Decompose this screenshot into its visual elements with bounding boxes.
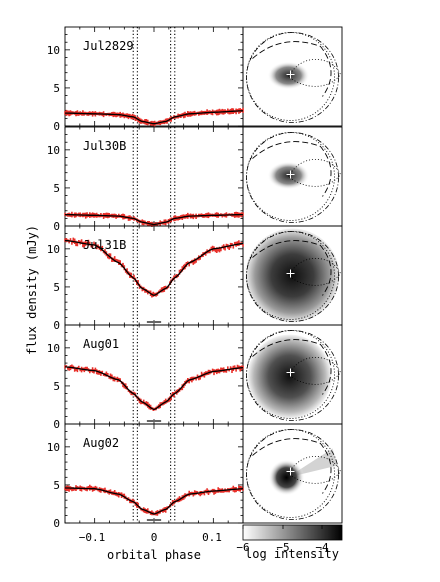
contour-dashed bbox=[252, 438, 332, 494]
x-axis-label: orbital phase bbox=[107, 548, 201, 562]
x-tick-label-2: 0 bbox=[151, 531, 158, 544]
stream-outline bbox=[288, 258, 341, 286]
panel-Aug01: 0 5 10 Aug01 bbox=[47, 324, 343, 431]
map-frame bbox=[242, 423, 343, 524]
model-curve-Jul2829 bbox=[65, 110, 243, 125]
panel-label: Jul31B bbox=[83, 238, 126, 252]
white-dwarf-marker bbox=[286, 170, 295, 179]
x-tick-label-1: −0.1 bbox=[79, 531, 106, 544]
model-curve-Aug02 bbox=[65, 487, 244, 515]
y-tick-label: 10 bbox=[47, 441, 60, 454]
panel-label: Aug01 bbox=[83, 337, 119, 351]
y-tick-label: 5 bbox=[53, 82, 60, 95]
y-tick-label: 0 bbox=[53, 418, 60, 431]
contour-dashed bbox=[252, 41, 332, 97]
colorbar-label: log intensity bbox=[245, 547, 339, 561]
data-points-Aug02 bbox=[64, 484, 244, 516]
disc-map-Jul30B bbox=[246, 132, 341, 223]
white-dwarf-marker bbox=[286, 269, 295, 278]
emission-blob bbox=[267, 161, 310, 190]
disc-map-Aug02 bbox=[246, 429, 341, 520]
contour-dashed bbox=[252, 339, 332, 395]
panel-Jul2829: 0 5 10 Jul2829 bbox=[47, 26, 343, 133]
y-tick-label: 0 bbox=[53, 120, 60, 133]
model-curve-Jul31B bbox=[65, 239, 244, 296]
stream-outline bbox=[288, 159, 341, 187]
colorbar-tick-1: −6 bbox=[236, 541, 249, 554]
contour-dashdot bbox=[246, 231, 339, 322]
disc-map-Jul31B bbox=[245, 228, 341, 323]
y-tick-label: 10 bbox=[47, 342, 60, 355]
contour-dashdot bbox=[246, 429, 339, 520]
emission-blob bbox=[245, 228, 340, 323]
colorbar-scale bbox=[242, 524, 343, 541]
colorbar: −6 −5 −4 log intensity bbox=[236, 524, 343, 561]
contour-dashdot bbox=[246, 132, 339, 223]
x-tick-label-3: 0.1 bbox=[202, 531, 222, 544]
y-tick-label: 5 bbox=[53, 380, 60, 393]
panel-label: Jul30B bbox=[83, 139, 126, 153]
emission-blob bbox=[267, 61, 310, 90]
emission-blob bbox=[247, 334, 332, 419]
stream-outline bbox=[288, 456, 341, 484]
white-dwarf-marker bbox=[286, 467, 295, 476]
y-axis-label: flux density (mJy) bbox=[25, 225, 39, 355]
stream-outline bbox=[288, 357, 341, 385]
disc-map-Aug01 bbox=[246, 330, 341, 421]
panel-Aug02: 0 5 10 Aug02 bbox=[47, 423, 343, 530]
y-tick-label: 5 bbox=[53, 281, 60, 294]
white-dwarf-marker bbox=[286, 70, 295, 79]
model-curve-Jul30B bbox=[65, 213, 243, 226]
y-tick-label: 0 bbox=[53, 517, 60, 530]
white-dwarf-marker bbox=[286, 368, 295, 377]
colorbar-tick-2: −5 bbox=[276, 541, 289, 554]
panel-label: Aug02 bbox=[83, 436, 119, 450]
y-tick-label: 5 bbox=[53, 182, 60, 195]
panel-Jul30B: 0 5 10 Jul30B bbox=[47, 126, 343, 233]
y-tick-label: 10 bbox=[47, 243, 60, 256]
y-tick-label: 0 bbox=[53, 220, 60, 233]
contour-dashdot bbox=[246, 32, 339, 123]
colorbar-tick-3: −4 bbox=[315, 541, 329, 554]
panel-Jul31B: 0 5 10 Jul31B bbox=[47, 225, 343, 332]
map-frame bbox=[242, 26, 343, 127]
y-tick-label: 10 bbox=[47, 44, 60, 57]
contour-dashed bbox=[252, 141, 332, 197]
y-tick-label: 10 bbox=[47, 144, 60, 157]
disc-map-Jul2829 bbox=[246, 32, 341, 123]
emission-blob bbox=[268, 459, 305, 496]
contour-dashed bbox=[252, 240, 332, 296]
contour-dashdot bbox=[246, 330, 339, 421]
stream-outline bbox=[288, 59, 341, 87]
panel-label: Jul2829 bbox=[83, 39, 134, 53]
y-tick-label: 5 bbox=[53, 479, 60, 492]
y-tick-label: 0 bbox=[53, 319, 60, 332]
model-curve-Aug01 bbox=[65, 366, 244, 411]
